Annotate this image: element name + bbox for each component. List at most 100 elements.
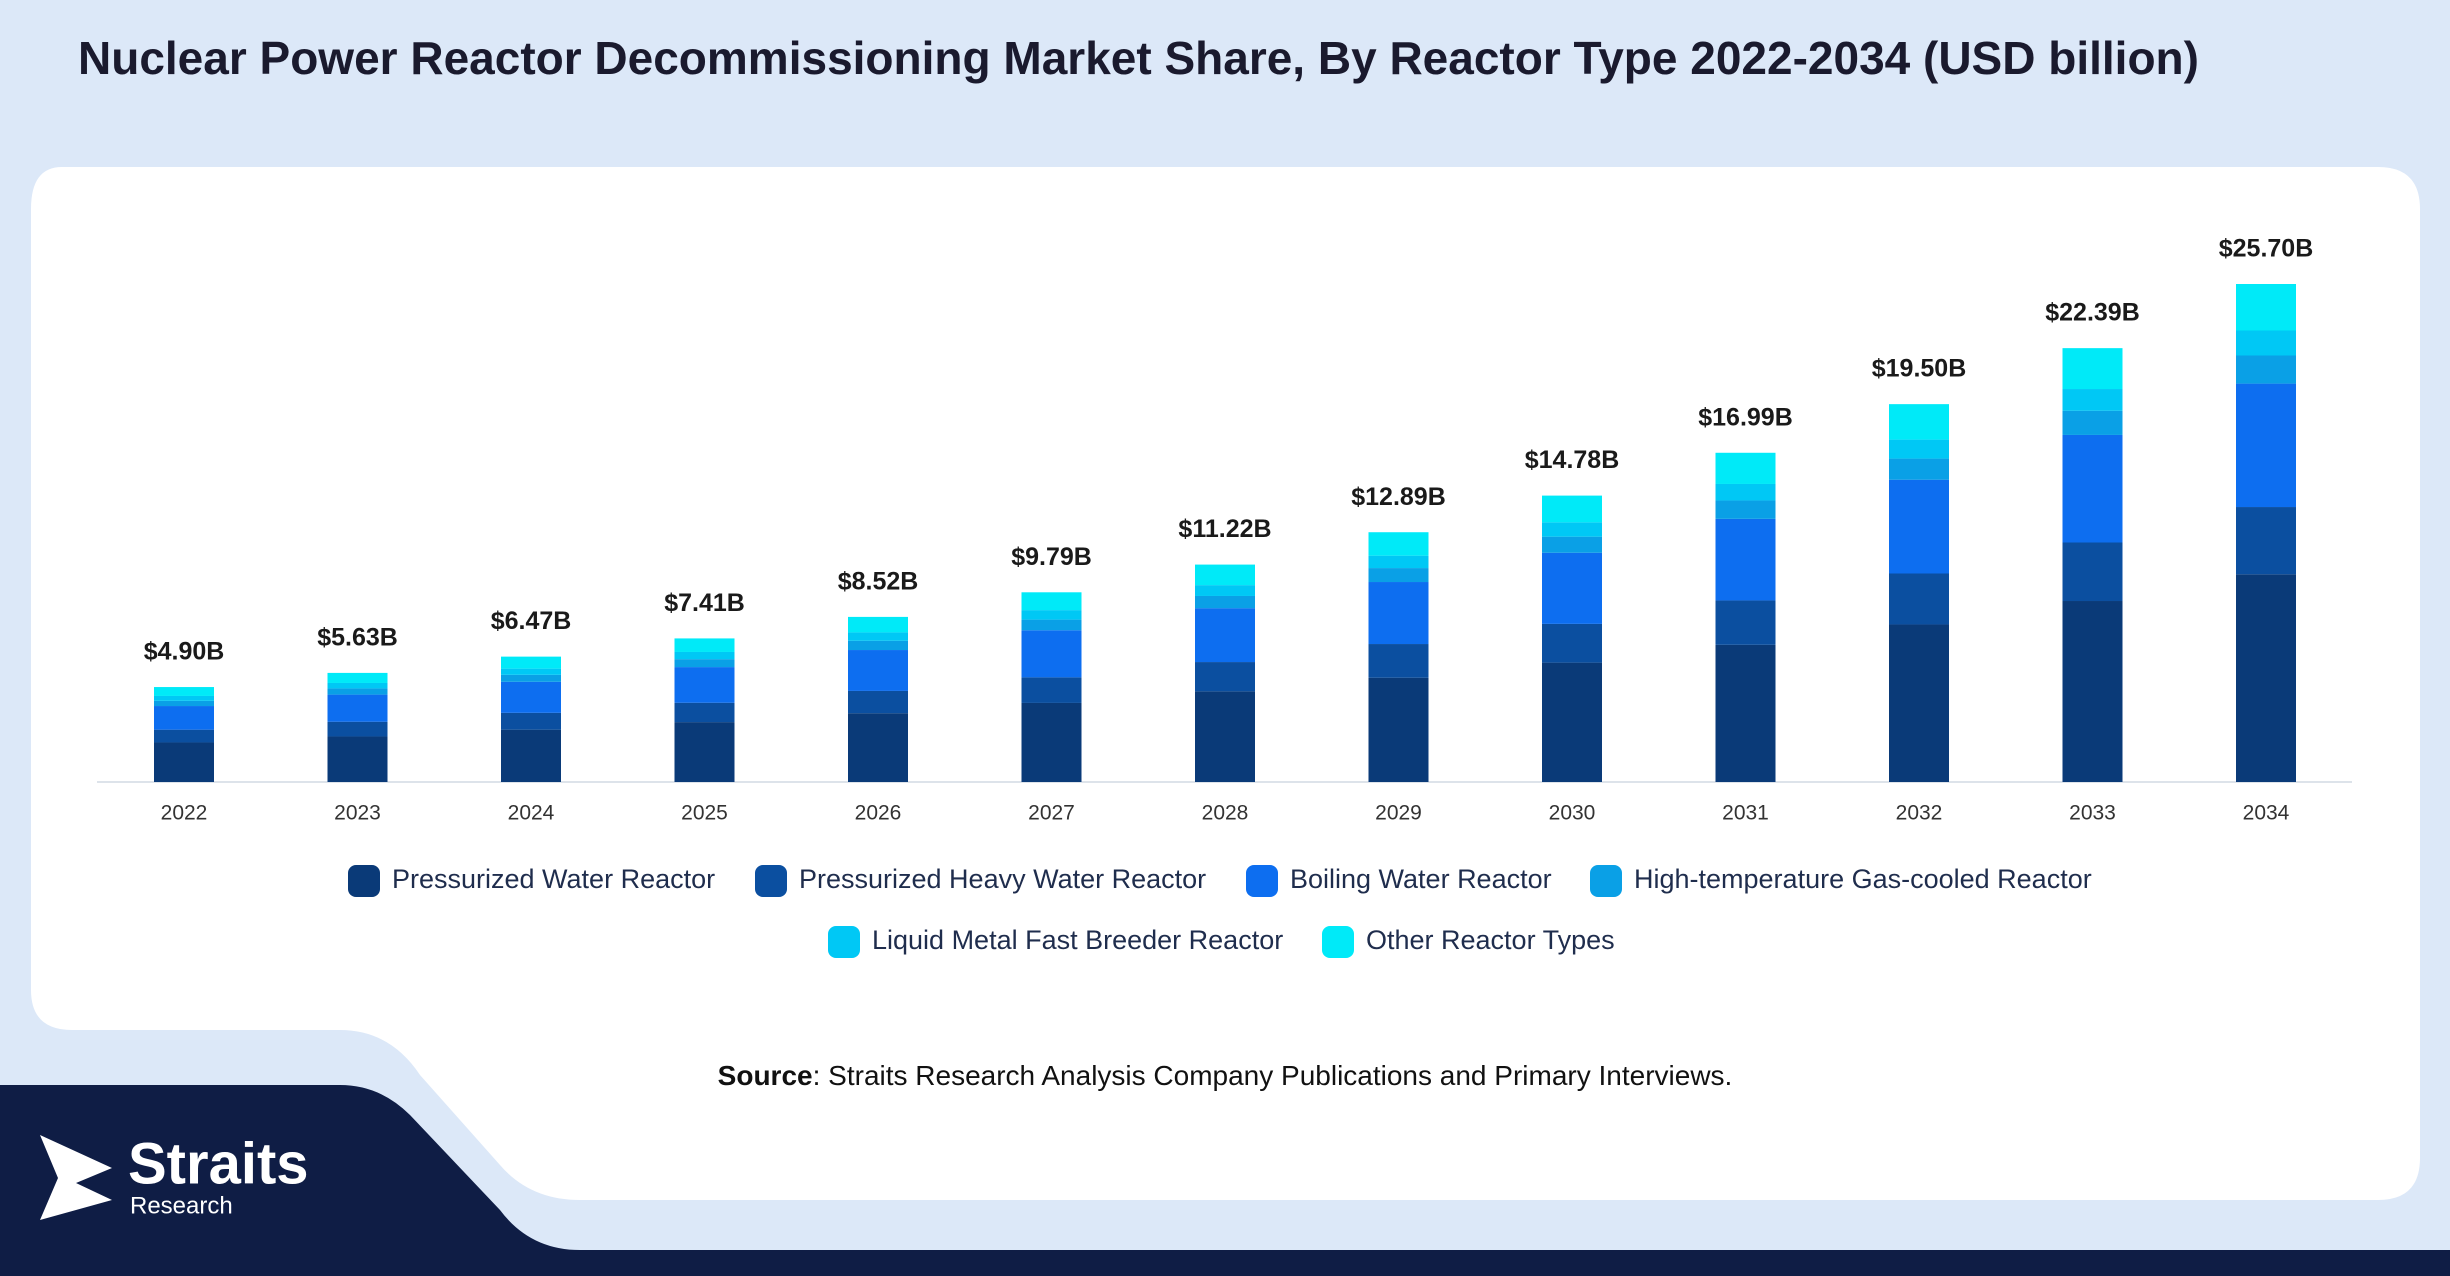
x-tick-label: 2026 — [855, 802, 902, 825]
x-tick-label: 2028 — [1202, 802, 1249, 825]
bar-segment — [2062, 434, 2123, 543]
total-label: $19.50B — [1872, 355, 1967, 383]
legend-label: Pressurized Water Reactor — [392, 864, 715, 894]
bar-segment — [1715, 483, 1776, 501]
footer-band — [0, 1085, 2450, 1276]
bar-segment — [327, 721, 388, 737]
legend-swatch — [1322, 926, 1354, 958]
logo-name: Straits — [128, 1131, 309, 1196]
legend-label: High-temperature Gas-cooled Reactor — [1634, 864, 2092, 894]
bar-segment — [848, 632, 908, 641]
bar-segment — [1542, 662, 1602, 782]
bar-segment — [154, 742, 214, 782]
bar-segment — [1021, 630, 1082, 678]
total-label: $8.52B — [838, 568, 919, 596]
bar-segment — [1195, 585, 1255, 596]
x-tick-label: 2023 — [334, 802, 381, 825]
bar-segment — [2236, 284, 2296, 331]
total-label: $4.90B — [144, 638, 225, 666]
bar-segment — [848, 650, 908, 691]
bar-segment — [1889, 573, 1949, 625]
x-tick-label: 2027 — [1028, 802, 1075, 825]
bar-segment — [674, 722, 735, 782]
bar-segment — [154, 706, 214, 730]
bar-segment — [2062, 410, 2123, 435]
bar-segment — [501, 656, 561, 669]
total-label: $14.78B — [1525, 446, 1620, 474]
bar-segment — [848, 640, 908, 651]
bar-segment — [327, 694, 388, 722]
legend-swatch — [348, 865, 380, 897]
total-label: $16.99B — [1698, 403, 1793, 431]
bar-segment — [848, 690, 908, 714]
bar-segment — [2236, 355, 2296, 384]
bar-segment — [154, 695, 214, 701]
x-tick-label: 2029 — [1375, 802, 1422, 825]
total-label: $25.70B — [2219, 235, 2314, 263]
bar-segment — [1889, 404, 1949, 440]
logo-sub: Research — [130, 1192, 233, 1219]
bar-segment — [154, 687, 214, 696]
bar-segment — [674, 667, 735, 703]
bar-segment — [848, 713, 908, 782]
x-tick-label: 2033 — [2069, 802, 2116, 825]
bar-segment — [1715, 644, 1776, 782]
bar-segment — [1889, 479, 1949, 574]
bar-segment — [1542, 623, 1602, 663]
bar-segment — [2236, 383, 2296, 508]
bar-segment — [1195, 564, 1255, 586]
bar-segment — [327, 736, 388, 782]
bar-segment — [327, 672, 388, 683]
bar-segment — [1368, 568, 1429, 583]
bar-segment — [327, 682, 388, 689]
bar-segment — [501, 668, 561, 675]
total-label: $12.89B — [1351, 483, 1446, 511]
bar-segment — [501, 729, 561, 782]
bar-segment — [1889, 458, 1949, 480]
bar-segment — [501, 681, 561, 713]
bar-segment — [1542, 495, 1602, 523]
legend-label: Liquid Metal Fast Breeder Reactor — [872, 925, 1283, 955]
bar-segment — [1542, 536, 1602, 553]
chart-title: Nuclear Power Reactor Decommissioning Ma… — [78, 32, 2199, 84]
bar-segment — [848, 616, 908, 633]
bar-segment — [501, 674, 561, 682]
bar-segment — [2062, 389, 2123, 411]
bar-segment — [1715, 500, 1776, 519]
bar-segment — [154, 700, 214, 707]
bar-segment — [674, 659, 735, 668]
bar-segment — [1889, 439, 1949, 459]
bar-segment — [674, 702, 735, 723]
bar-segment — [1368, 582, 1429, 645]
x-tick-label: 2024 — [508, 802, 555, 825]
source-label: Source — [718, 1060, 813, 1091]
legend-swatch — [828, 926, 860, 958]
legend-label: Boiling Water Reactor — [1290, 864, 1552, 894]
total-label: $6.47B — [491, 607, 572, 635]
bar-segment — [1368, 532, 1429, 556]
bar-segment — [1021, 610, 1082, 620]
bar-segment — [1195, 595, 1255, 609]
bar-segment — [1542, 522, 1602, 537]
bar-segment — [1195, 662, 1255, 692]
bar-segment — [1021, 702, 1082, 782]
bar-segment — [1715, 452, 1776, 484]
bar-segment — [1542, 552, 1602, 624]
bar-segment — [1195, 608, 1255, 663]
x-tick-label: 2032 — [1896, 802, 1943, 825]
x-tick-label: 2030 — [1549, 802, 1596, 825]
x-tick-label: 2031 — [1722, 802, 1769, 825]
bar-segment — [1368, 644, 1429, 678]
bar-segment — [674, 651, 735, 660]
bar-segment — [327, 688, 388, 695]
legend-label: Pressurized Heavy Water Reactor — [799, 864, 1206, 894]
legend-swatch — [755, 865, 787, 897]
x-tick-label: 2034 — [2243, 802, 2290, 825]
bar-segment — [2062, 601, 2123, 782]
source-text: : Straits Research Analysis Company Publ… — [813, 1060, 1733, 1091]
bar-segment — [1715, 600, 1776, 645]
bar-segment — [1021, 677, 1082, 703]
logo-icon — [40, 1135, 112, 1220]
